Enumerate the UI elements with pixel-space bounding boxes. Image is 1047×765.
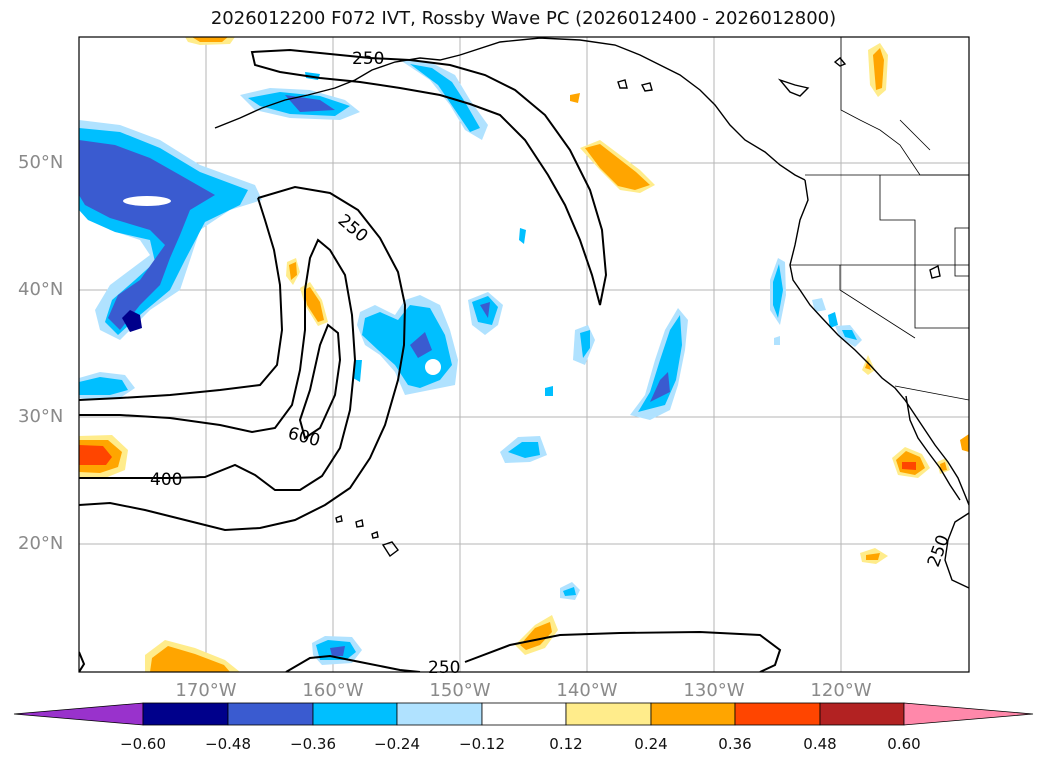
colorbar-extend-high bbox=[903, 702, 1034, 726]
colorbar-tick-label: −0.48 bbox=[205, 735, 251, 753]
colorbar-tick-label: −0.60 bbox=[120, 735, 166, 753]
contour-label: 250 bbox=[428, 658, 460, 678]
colorbar-tick-label: −0.12 bbox=[459, 735, 505, 753]
contour-label: 250 bbox=[924, 532, 954, 569]
colorbar-tick-label: 0.36 bbox=[718, 735, 752, 753]
lon-label: 160°W bbox=[302, 680, 364, 701]
colorbar-tick-label: 0.48 bbox=[803, 735, 837, 753]
lat-label: 30°N bbox=[18, 406, 64, 427]
negative-anomaly-shading bbox=[79, 60, 862, 665]
lon-label: 130°W bbox=[683, 680, 745, 701]
contour-label: 250 bbox=[334, 211, 372, 247]
colorbar-tick-label: −0.24 bbox=[374, 735, 420, 753]
lon-label: 150°W bbox=[429, 680, 491, 701]
colorbar-tick-label: 0.24 bbox=[634, 735, 668, 753]
contour-label: 250 bbox=[352, 49, 384, 69]
gridlines bbox=[79, 37, 969, 672]
plot-frame bbox=[78, 36, 970, 673]
colorbar-extend-low bbox=[13, 702, 144, 726]
coastlines bbox=[214, 37, 969, 589]
lon-label: 140°W bbox=[556, 680, 618, 701]
colorbar-tick-label: 0.60 bbox=[887, 735, 921, 753]
map-title: 2026012200 F072 IVT, Rossby Wave PC (202… bbox=[210, 8, 837, 29]
contour-label: 600 bbox=[286, 424, 323, 452]
positive-anomaly-shading bbox=[79, 37, 969, 672]
lat-label: 40°N bbox=[18, 279, 64, 300]
colorbar bbox=[13, 702, 1034, 726]
borders bbox=[790, 37, 969, 401]
colorbar-tick-label: −0.36 bbox=[290, 735, 336, 753]
lat-label: 50°N bbox=[18, 152, 64, 173]
ivt-contours bbox=[79, 48, 782, 672]
contour-label: 400 bbox=[150, 470, 182, 490]
lon-label: 120°W bbox=[810, 680, 872, 701]
colorbar-tick-label: 0.12 bbox=[549, 735, 583, 753]
lat-label: 20°N bbox=[18, 533, 64, 554]
lon-label: 170°W bbox=[175, 680, 237, 701]
